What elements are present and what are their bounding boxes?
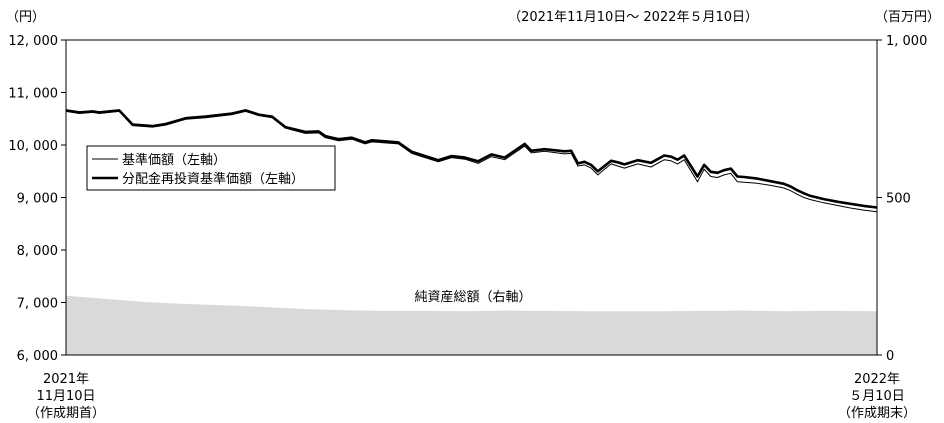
x-end-note: （作成期末）: [838, 406, 916, 421]
x-start-note: （作成期首）: [27, 406, 105, 421]
x-end-label: 2022年 ５月10日 （作成期末）: [838, 372, 916, 421]
legend-label-nav: 基準価額（左軸）: [122, 152, 226, 168]
x-end-date: ５月10日: [849, 389, 905, 404]
y-left-ticks: 12, 000 11, 000 10, 000 9, 000 8, 000 7, 000 6…: [8, 34, 66, 364]
series-nav-line: [65, 110, 878, 213]
x-start-date: 11月10日: [36, 389, 95, 404]
y-left-tick-label: 9, 000: [17, 192, 58, 207]
series-net-assets-area: [66, 295, 877, 355]
x-start-label: 2021年 11月10日 （作成期首）: [27, 372, 105, 421]
y-right-tick-label: 1, 000: [886, 34, 927, 49]
y-right-tick-label: 0: [886, 349, 894, 364]
legend-box: [86, 145, 336, 191]
y-right-tick-label: 500: [886, 192, 911, 207]
y-left-tick-label: 11, 000: [8, 87, 58, 102]
y-left-tick-label: 6, 000: [17, 349, 58, 364]
y-left-tick-label: 8, 000: [17, 244, 58, 259]
series-reinvested-nav-line: [65, 109, 878, 209]
y-right-ticks: 1, 000 500 0: [877, 34, 927, 364]
y-left-tick-label: 7, 000: [17, 297, 58, 312]
y-left-unit: （円）: [6, 10, 45, 25]
y-right-unit: （百万円）: [875, 10, 940, 25]
legend-label-reinvest: 分配金再投資基準価額（左軸）: [122, 171, 304, 187]
y-left-tick-label: 12, 000: [8, 34, 58, 49]
net-assets-annotation: 純資産総額（右軸）: [414, 289, 531, 305]
legend: 基準価額（左軸） 分配金再投資基準価額（左軸）: [86, 145, 336, 191]
x-start-year: 2021年: [43, 372, 89, 387]
period-label: （2021年11月10日～ 2022年５月10日）: [508, 10, 758, 25]
plot-area: [65, 109, 878, 355]
x-end-year: 2022年: [854, 372, 900, 387]
y-left-tick-label: 10, 000: [8, 139, 58, 154]
